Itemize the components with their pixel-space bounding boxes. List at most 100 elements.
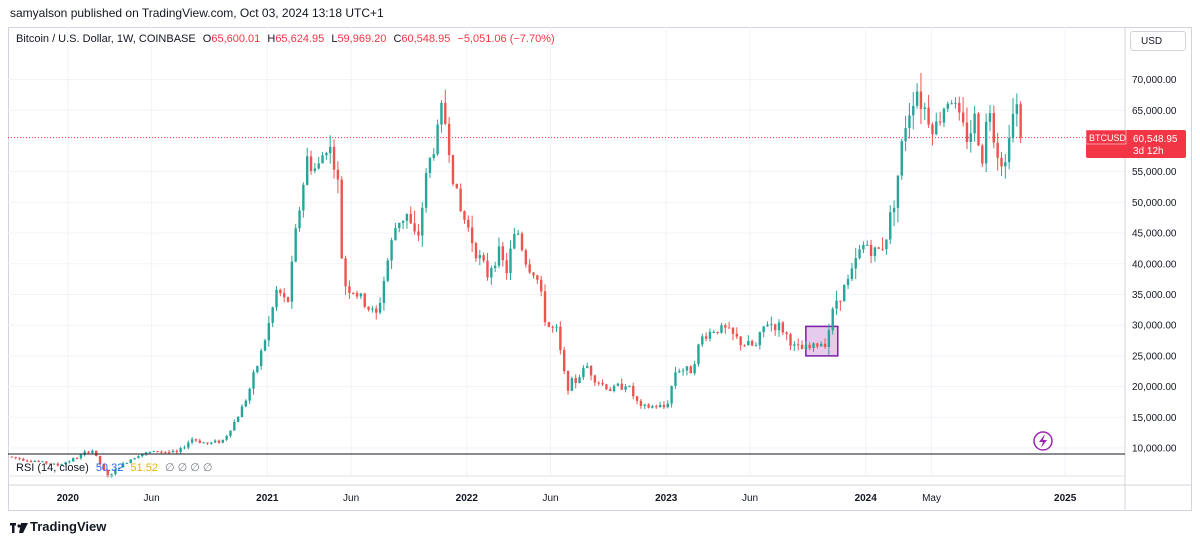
candle-body xyxy=(747,340,750,346)
symbol-name: Bitcoin / U.S. Dollar, 1W, COINBASE xyxy=(16,33,196,45)
change-value: −5,051.06 (−7.70%) xyxy=(457,33,555,45)
candle-body xyxy=(240,406,244,418)
candle-body xyxy=(45,461,48,464)
time-tick-label: 2021 xyxy=(256,493,279,504)
candle-body xyxy=(539,279,543,292)
candle-body xyxy=(601,382,604,385)
candle-body xyxy=(1011,113,1015,139)
candle-body xyxy=(60,464,63,466)
candle-body xyxy=(758,332,762,346)
price-tick-label: 50,000.00 xyxy=(1132,198,1177,209)
candle-body xyxy=(892,207,896,213)
candle-body xyxy=(152,450,155,452)
candle-body xyxy=(685,366,689,371)
candle-body xyxy=(900,141,903,176)
candle-body xyxy=(37,461,40,463)
price-tag-symbol-bg xyxy=(1085,129,1127,145)
candle-body xyxy=(486,260,489,278)
candle-body xyxy=(666,403,669,408)
candle-body xyxy=(520,233,524,251)
candle-body xyxy=(643,404,646,406)
candle-body xyxy=(490,268,493,278)
candle-body xyxy=(1000,157,1003,167)
high-label: H xyxy=(267,33,276,45)
price-tick-label: 25,000.00 xyxy=(1132,351,1177,362)
candle-body xyxy=(378,302,382,313)
candle-body xyxy=(589,365,593,376)
candle-body xyxy=(678,371,681,373)
candle-body xyxy=(52,463,56,465)
candle-body xyxy=(363,293,366,307)
chart-frame[interactable] xyxy=(8,27,1192,511)
candle-body xyxy=(850,268,854,280)
time-tick-label: 2023 xyxy=(655,493,678,504)
candle-body xyxy=(820,343,823,347)
candle-body xyxy=(674,372,677,386)
candle-body xyxy=(750,340,754,346)
candle-body xyxy=(785,332,788,335)
candle-body xyxy=(279,289,282,294)
price-tag: BTCUSD 60,548.95 3d 12h xyxy=(1085,129,1186,158)
candle-body xyxy=(271,307,274,323)
tradingview-logo-icon xyxy=(10,522,28,533)
time-tick-label: Jun xyxy=(742,493,758,504)
price-tag-symbol: BTCUSD xyxy=(1089,133,1127,143)
candle-body xyxy=(777,322,781,331)
candle-body xyxy=(1015,104,1019,114)
candle-body xyxy=(505,260,508,274)
open-value: 65,600.01 xyxy=(211,33,261,45)
candle-body xyxy=(467,219,470,228)
low-value: 59,969.20 xyxy=(337,33,387,45)
candle-body xyxy=(171,450,175,453)
candle-body xyxy=(305,156,309,185)
currency-button[interactable]: USD xyxy=(1130,31,1186,51)
lightning-icon[interactable] xyxy=(1033,431,1053,451)
price-tick-label: 20,000.00 xyxy=(1132,382,1177,393)
candle-body xyxy=(938,121,942,123)
candle-body xyxy=(1007,138,1011,163)
candle-body xyxy=(451,155,455,184)
candle-body xyxy=(866,244,869,246)
candle-body xyxy=(470,227,474,244)
candle-body xyxy=(743,345,746,347)
candle-body xyxy=(206,442,209,444)
candle-body xyxy=(156,450,159,452)
candle-body xyxy=(183,447,186,449)
candle-body xyxy=(724,325,727,328)
candle-body xyxy=(482,255,485,261)
candle-body xyxy=(670,385,673,404)
candle-body xyxy=(336,169,340,180)
candle-body xyxy=(329,146,332,154)
candle-body xyxy=(839,300,842,302)
tradingview-brand[interactable]: TradingView xyxy=(10,519,106,534)
high-value: 65,624.95 xyxy=(275,33,325,45)
candle-body xyxy=(950,103,953,105)
rsi-value: 50.32 xyxy=(95,462,124,474)
time-tick-label: Jun xyxy=(542,493,558,504)
price-tick-label: 65,000.00 xyxy=(1132,106,1177,117)
candle-body xyxy=(658,404,662,408)
candle-body xyxy=(313,168,317,172)
candle-body xyxy=(827,330,831,347)
candle-body xyxy=(317,163,320,169)
candle-body xyxy=(992,113,996,143)
candle-body xyxy=(662,404,666,408)
close-value: 60,548.95 xyxy=(401,33,451,45)
candle-body xyxy=(528,264,531,273)
candle-body xyxy=(835,300,838,309)
candle-body xyxy=(148,451,152,453)
time-tick-label: Jun xyxy=(144,493,160,504)
candle-body xyxy=(720,325,723,333)
candle-body xyxy=(846,279,850,285)
candle-body xyxy=(831,308,834,331)
candle-body xyxy=(781,322,785,333)
candle-body xyxy=(440,102,443,125)
candle-body xyxy=(290,261,294,302)
price-tick-label: 30,000.00 xyxy=(1132,321,1177,332)
candle-body xyxy=(248,388,251,401)
candle-body xyxy=(578,377,581,384)
candle-body xyxy=(885,239,888,250)
candle-body xyxy=(33,461,37,463)
price-tick-label: 55,000.00 xyxy=(1132,167,1177,178)
